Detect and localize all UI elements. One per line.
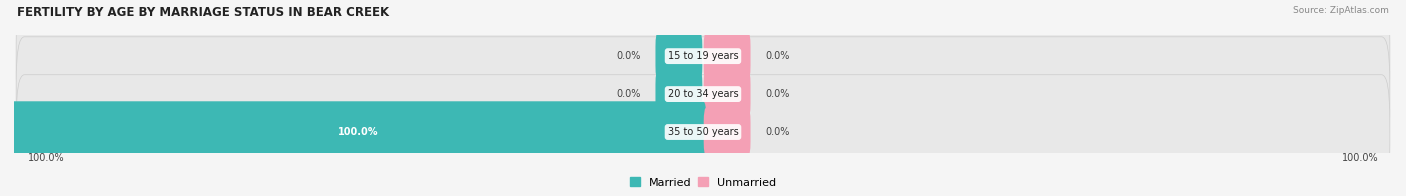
Text: 100.0%: 100.0%: [28, 153, 65, 163]
FancyBboxPatch shape: [655, 69, 703, 119]
FancyBboxPatch shape: [15, 0, 1391, 113]
Text: 100.0%: 100.0%: [339, 127, 378, 137]
Text: 0.0%: 0.0%: [617, 89, 641, 99]
FancyBboxPatch shape: [703, 32, 751, 81]
Text: 0.0%: 0.0%: [765, 127, 789, 137]
Text: 0.0%: 0.0%: [765, 51, 789, 61]
Text: 15 to 19 years: 15 to 19 years: [668, 51, 738, 61]
FancyBboxPatch shape: [703, 69, 751, 119]
Text: 0.0%: 0.0%: [617, 51, 641, 61]
FancyBboxPatch shape: [15, 37, 1391, 151]
Text: FERTILITY BY AGE BY MARRIAGE STATUS IN BEAR CREEK: FERTILITY BY AGE BY MARRIAGE STATUS IN B…: [17, 6, 389, 19]
Text: Source: ZipAtlas.com: Source: ZipAtlas.com: [1294, 6, 1389, 15]
Text: 20 to 34 years: 20 to 34 years: [668, 89, 738, 99]
Text: 100.0%: 100.0%: [1341, 153, 1378, 163]
Legend: Married, Unmarried: Married, Unmarried: [626, 173, 780, 192]
Text: 0.0%: 0.0%: [765, 89, 789, 99]
FancyBboxPatch shape: [15, 75, 1391, 189]
FancyBboxPatch shape: [655, 32, 703, 81]
FancyBboxPatch shape: [703, 107, 751, 157]
FancyBboxPatch shape: [11, 101, 706, 163]
Text: 35 to 50 years: 35 to 50 years: [668, 127, 738, 137]
